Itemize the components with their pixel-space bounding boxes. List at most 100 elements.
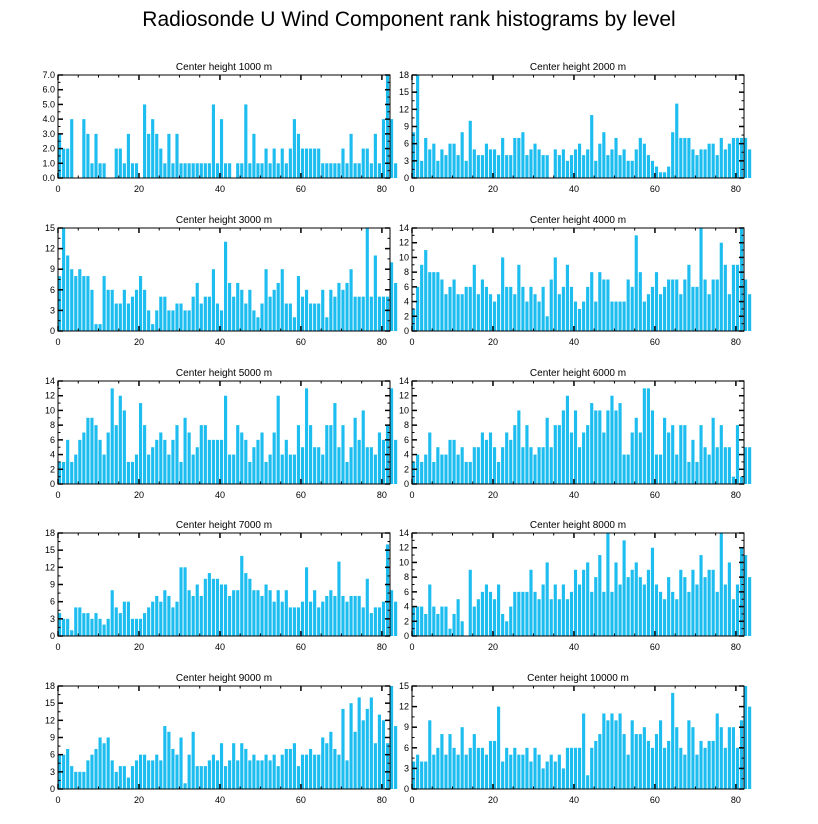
histogram-bar [256,590,260,636]
histogram-bar [480,591,484,636]
histogram-bar [727,562,731,636]
histogram-bar [349,595,353,636]
histogram-bar [163,726,167,789]
histogram-bar [300,447,305,484]
histogram-bar [480,747,484,789]
histogram-bar [341,708,345,789]
histogram-bar [541,447,545,484]
histogram-bar [373,454,377,484]
histogram-bar [541,286,545,331]
histogram-bar [480,432,484,484]
histogram-bar [739,476,744,484]
histogram-bar [476,155,480,178]
histogram-bar [565,747,569,789]
histogram-bar [232,296,236,331]
histogram-bar [545,417,549,484]
histogram-bar [90,754,94,789]
histogram-bar [207,573,211,636]
y-tick-label: 15 [399,87,409,97]
histogram-bar [175,303,179,331]
histogram-bar [456,754,460,789]
x-tick-label: 20 [134,337,144,347]
histogram-bar [509,286,513,331]
histogram-bar [424,454,428,484]
histogram-bar [394,282,398,331]
y-tick-label: 10 [399,252,409,262]
histogram-bar [537,599,541,636]
x-tick-label: 40 [215,490,225,500]
histogram-bar [134,618,139,636]
histogram-bar [699,228,703,331]
histogram-bar [171,439,175,484]
x-tick-label: 80 [377,642,387,652]
histogram-bar [264,269,268,331]
histogram-bar [284,590,288,636]
y-tick-label: 14 [45,376,55,386]
histogram-bar [549,754,553,789]
histogram-panel: Center height 8000 m 0 20 40 60 80 0 2 4 6 8 10 12 14 [399,520,752,652]
y-tick-label: 2 [404,464,409,474]
histogram-bar [594,160,598,178]
histogram-bar [537,754,541,789]
histogram-bar [264,754,268,789]
y-tick-label: 8 [404,420,409,430]
histogram-bar [569,155,574,178]
y-tick-label: 9 [50,264,55,274]
histogram-bar [353,296,357,331]
histogram-bar [240,432,244,484]
y-tick-label: 15 [399,681,409,691]
histogram-bar [385,743,390,789]
histogram-bar [143,425,147,484]
histogram-bar [114,771,118,789]
histogram-bar [317,607,321,636]
histogram-bar [719,533,723,636]
x-tick-label: 80 [731,337,741,347]
histogram-bar [66,148,70,178]
histogram-bar [102,454,106,484]
histogram-bar [349,269,353,331]
x-tick-label: 60 [650,490,660,500]
histogram-bar [472,734,476,789]
histogram-bar [448,734,452,789]
x-tick-label: 80 [731,184,741,194]
histogram-bar [134,760,139,789]
histogram-bar [118,766,122,789]
histogram-panel: Center height 6000 m 0 20 40 60 80 0 2 4 6 8 10 12 14 [399,368,752,500]
histogram-bar [122,410,126,484]
y-tick-label: 6 [50,435,55,445]
histogram-bar [569,591,574,636]
histogram-bar [448,143,452,178]
histogram-bar [646,569,650,636]
y-tick-label: 4 [50,450,55,460]
histogram-bar [126,601,130,636]
histogram-bar [505,286,509,331]
histogram-bar [329,425,333,484]
x-tick-label: 20 [134,490,144,500]
histogram-bar [98,737,102,789]
histogram-bar [671,132,675,178]
histogram-bar [147,310,151,331]
histogram-bar [452,143,456,178]
histogram-bar [618,713,622,789]
histogram-bar [412,761,416,789]
histogram-bar [349,703,353,789]
histogram-bar [719,727,723,789]
histogram-bar [658,172,663,178]
histogram-bar [240,555,244,636]
x-tick-label: 80 [731,490,741,500]
histogram-bar [594,301,598,331]
histogram-bar [549,447,553,484]
histogram-bar [264,461,268,484]
histogram-bar [62,461,66,484]
y-tick-label: 8 [404,267,409,277]
histogram-bar [464,160,468,178]
histogram-bar [667,577,671,636]
histogram-bar [561,149,565,178]
histogram-bar [642,388,646,484]
x-tick-label: 80 [377,490,387,500]
histogram-bar [663,417,667,484]
histogram-bar [658,720,663,789]
histogram-bar [626,454,630,484]
histogram-bar [268,163,272,178]
histogram-bar [110,289,114,331]
